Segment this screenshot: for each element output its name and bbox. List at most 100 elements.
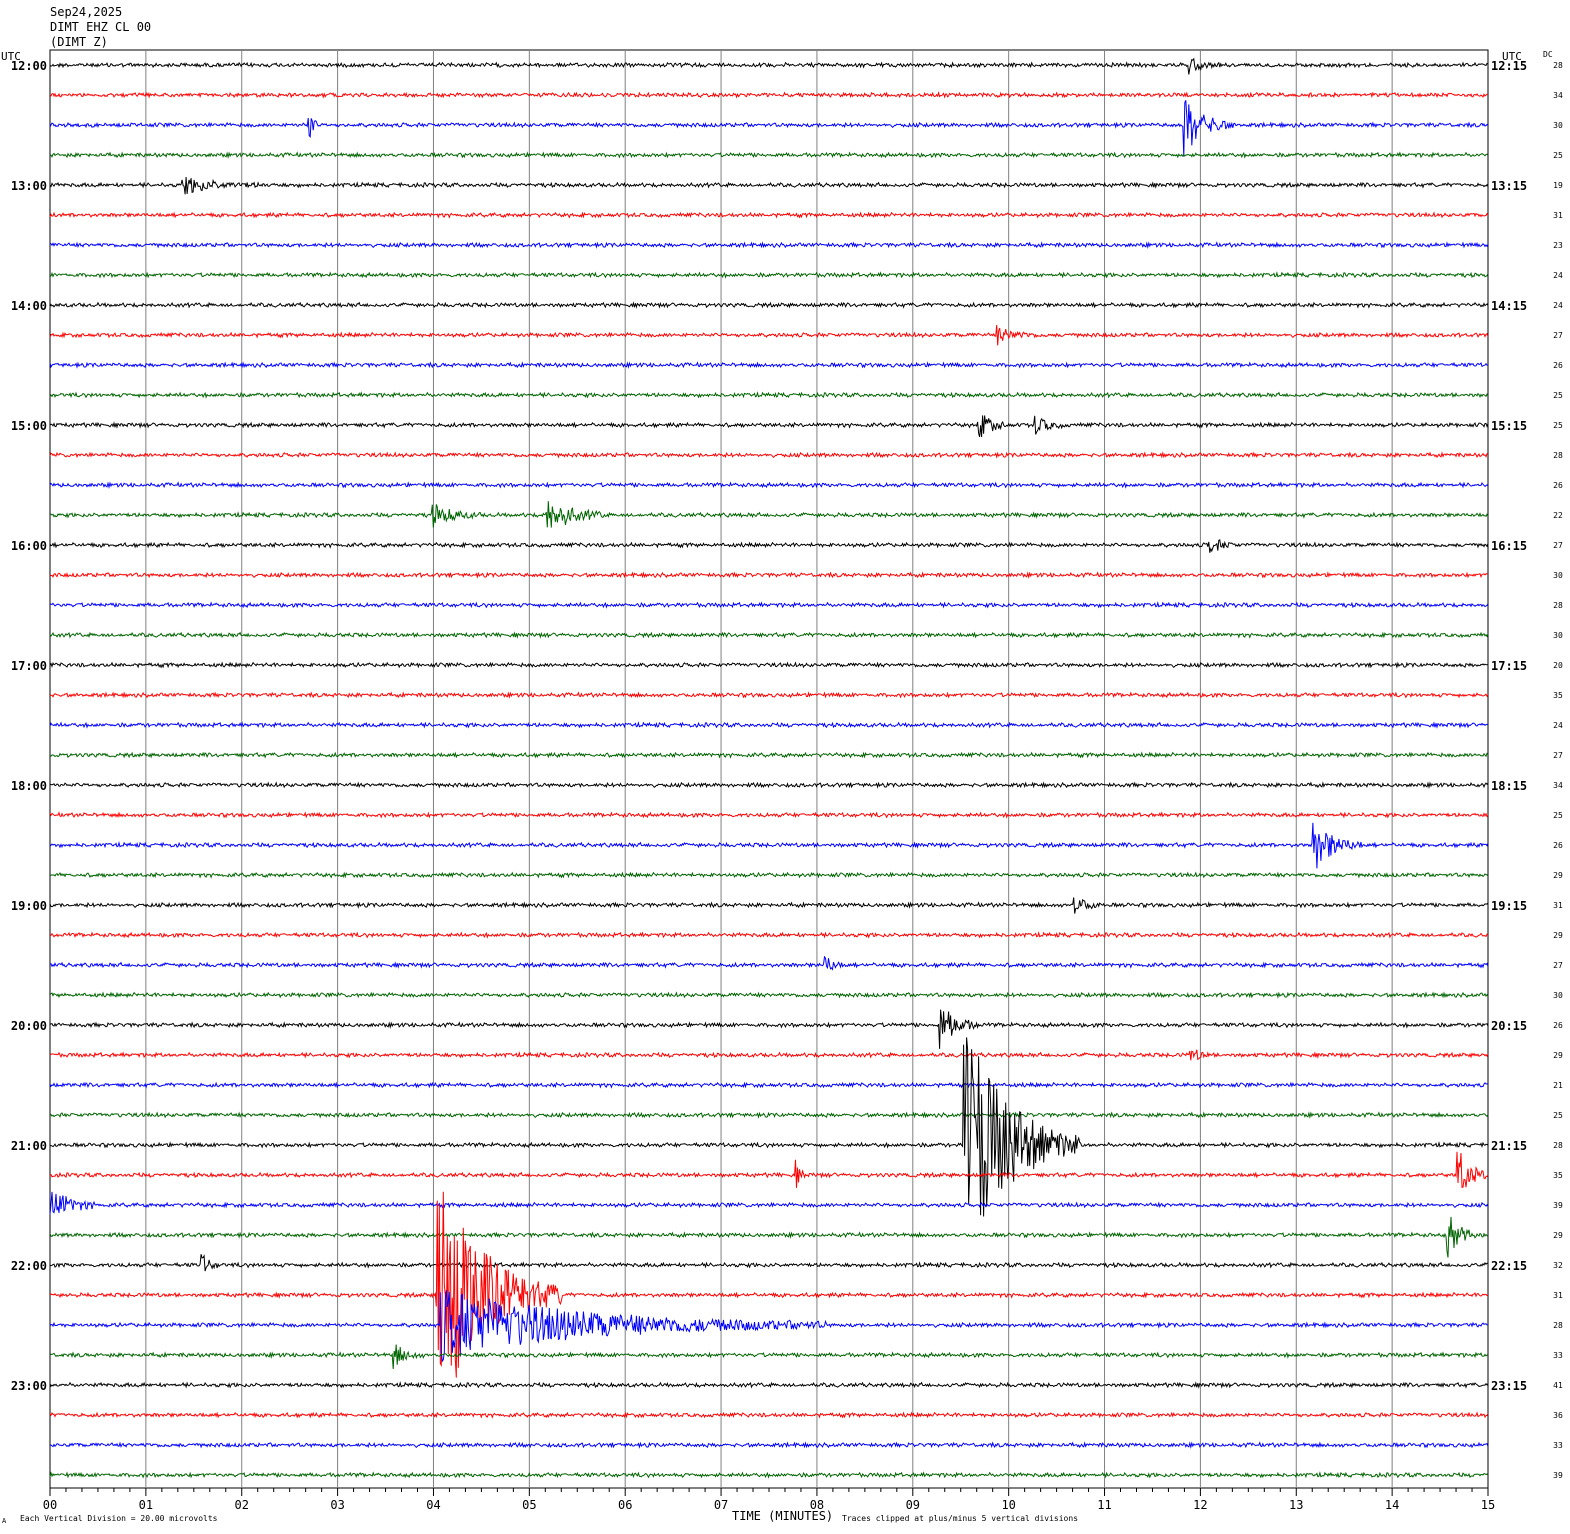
dc-value-18: 28 (1553, 601, 1563, 610)
x-tick-label-05: 05 (522, 1498, 536, 1512)
dc-value-24: 34 (1553, 781, 1563, 790)
dc-value-0: 28 (1553, 61, 1563, 70)
right-time-label-19:15: 19:15 (1491, 899, 1527, 913)
left-time-label-22:00: 22:00 (11, 1259, 47, 1273)
dc-value-25: 25 (1553, 811, 1563, 820)
trace-5 (49, 211, 1489, 219)
left-time-label-15:00: 15:00 (11, 419, 47, 433)
x-tick-label-02: 02 (235, 1498, 249, 1512)
dc-value-26: 26 (1553, 841, 1563, 850)
trace-0 (49, 57, 1489, 75)
dc-value-37: 35 (1553, 1171, 1563, 1180)
x-tick-label-01: 01 (139, 1498, 153, 1512)
trace-29 (49, 931, 1489, 939)
trace-34 (49, 1081, 1489, 1089)
dc-value-21: 35 (1553, 691, 1563, 700)
left-time-label-13:00: 13:00 (11, 179, 47, 193)
dc-value-31: 30 (1553, 991, 1563, 1000)
right-time-label-22:15: 22:15 (1491, 1259, 1527, 1273)
dc-value-32: 26 (1553, 1021, 1563, 1030)
dc-value-1: 34 (1553, 91, 1563, 100)
trace-42 (49, 1290, 1489, 1363)
dc-value-46: 33 (1553, 1441, 1563, 1450)
trace-28 (49, 897, 1489, 914)
dc-value-29: 29 (1553, 931, 1563, 940)
right-time-label-14:15: 14:15 (1491, 299, 1527, 313)
trace-17 (49, 571, 1489, 579)
header-date: Sep24,2025 (50, 5, 123, 19)
dc-value-39: 29 (1553, 1231, 1563, 1240)
right-time-label-13:15: 13:15 (1491, 179, 1527, 193)
trace-40 (49, 1254, 1489, 1272)
dc-label: DC (1543, 50, 1553, 59)
trace-33 (49, 1049, 1489, 1061)
x-tick-label-08: 08 (810, 1498, 824, 1512)
dc-value-23: 27 (1553, 751, 1563, 760)
header-channel: DIMT EHZ CL 00 (50, 20, 152, 34)
x-axis-title: TIME (MINUTES) (732, 1509, 834, 1523)
x-tick-label-04: 04 (426, 1498, 440, 1512)
x-tick-label-12: 12 (1193, 1498, 1207, 1512)
trace-1 (49, 90, 1489, 99)
dc-value-13: 28 (1553, 451, 1563, 460)
right-time-label-18:15: 18:15 (1491, 779, 1527, 793)
dc-value-40: 32 (1553, 1261, 1563, 1270)
x-tick-label-10: 10 (1001, 1498, 1015, 1512)
trace-2 (49, 100, 1489, 157)
x-tick-label-13: 13 (1289, 1498, 1303, 1512)
utc-label-left: UTC (1, 50, 21, 63)
dc-value-34: 21 (1553, 1081, 1563, 1090)
x-tick-label-07: 07 (714, 1498, 728, 1512)
left-time-label-23:00: 23:00 (11, 1379, 47, 1393)
trace-16 (49, 539, 1489, 553)
trace-19 (49, 631, 1489, 639)
dc-value-12: 25 (1553, 421, 1563, 430)
plot-frame (49, 49, 1489, 1489)
left-time-label-17:00: 17:00 (11, 659, 47, 673)
x-tick-label-14: 14 (1385, 1498, 1399, 1512)
trace-31 (49, 991, 1489, 999)
dc-value-5: 31 (1553, 211, 1563, 220)
right-time-label-15:15: 15:15 (1491, 419, 1527, 433)
trace-18 (49, 601, 1489, 609)
dc-value-43: 33 (1553, 1351, 1563, 1360)
dc-value-9: 27 (1553, 331, 1563, 340)
trace-25 (49, 811, 1489, 819)
dc-value-19: 30 (1553, 631, 1563, 640)
scale-note: Each Vertical Division = 20.00 microvolt… (20, 1514, 218, 1523)
x-tick-label-03: 03 (330, 1498, 344, 1512)
corner-mark: A (2, 1517, 7, 1525)
dc-value-16: 27 (1553, 541, 1563, 550)
left-time-label-16:00: 16:00 (11, 539, 47, 553)
trace-46 (49, 1441, 1489, 1449)
x-tick-label-09: 09 (906, 1498, 920, 1512)
dc-value-6: 23 (1553, 241, 1563, 250)
trace-7 (49, 271, 1489, 279)
trace-13 (49, 451, 1489, 459)
trace-37 (49, 1151, 1489, 1188)
dc-value-35: 25 (1553, 1111, 1563, 1120)
left-time-label-21:00: 21:00 (11, 1139, 47, 1153)
dc-value-44: 41 (1553, 1381, 1563, 1390)
left-time-label-18:00: 18:00 (11, 779, 47, 793)
trace-12 (49, 415, 1489, 438)
x-tick-label-06: 06 (618, 1498, 632, 1512)
trace-14 (49, 481, 1489, 489)
dc-value-7: 24 (1553, 271, 1563, 280)
trace-6 (49, 241, 1489, 249)
dc-value-28: 31 (1553, 901, 1563, 910)
dc-value-3: 25 (1553, 151, 1563, 160)
trace-26 (49, 822, 1489, 869)
dc-value-15: 22 (1553, 511, 1563, 520)
dc-value-14: 26 (1553, 481, 1563, 490)
dc-value-42: 28 (1553, 1321, 1563, 1330)
dc-value-17: 30 (1553, 571, 1563, 580)
right-time-label-23:15: 23:15 (1491, 1379, 1527, 1393)
trace-8 (49, 301, 1489, 309)
left-time-label-19:00: 19:00 (11, 899, 47, 913)
dc-value-27: 29 (1553, 871, 1563, 880)
right-time-label-21:15: 21:15 (1491, 1139, 1527, 1153)
trace-36 (49, 1037, 1489, 1217)
dc-value-8: 24 (1553, 301, 1563, 310)
